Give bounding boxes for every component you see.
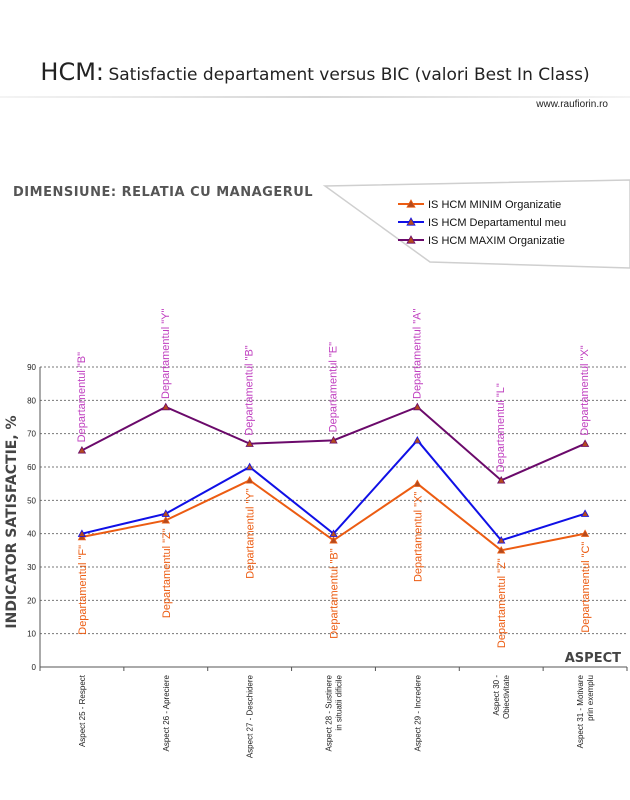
min-department-label: Departamentul "F" <box>77 545 89 635</box>
legend-label: IS HCM MAXIM Organizatie <box>428 235 565 247</box>
data-point <box>580 529 590 537</box>
min-department-label: Departamentul "C" <box>580 542 592 633</box>
legend-background <box>322 179 630 269</box>
dimension-label: Dimensiune: Relatia cu managerul <box>13 185 314 200</box>
data-point <box>77 529 87 537</box>
max-department-label: Departamentul "L" <box>495 383 507 472</box>
data-point <box>329 536 338 544</box>
data-point <box>245 462 254 471</box>
y-tick-label: 70 <box>27 430 36 439</box>
x-tick-label: Aspect 30 -Obiectivitate <box>492 674 511 719</box>
y-tick-label: 40 <box>27 530 36 539</box>
data-point <box>329 529 338 537</box>
max-department-label: Departamentul "B" <box>244 345 256 435</box>
legend-marker <box>406 217 416 226</box>
x-tick-label: Aspect 31 - Motivareprin exemplu <box>576 674 595 748</box>
dept-label-layer: Departamentul "B" Departamentul "Y" Depart… <box>76 309 592 649</box>
data-point <box>413 479 422 487</box>
y-tick-label: 20 <box>27 596 36 605</box>
y-tick-label: 90 <box>27 363 36 372</box>
min-department-label: Departamentul "B" <box>329 548 341 638</box>
min-department-label: Departamentul "X" <box>412 492 424 582</box>
x-tick-label: Aspect 25 - Respect <box>78 674 87 747</box>
max-department-label: Departamentul "A" <box>411 309 423 399</box>
title-prefix: HCM: <box>40 58 104 86</box>
min-department-label: Departamentul "Z" <box>161 528 173 618</box>
legend-marker <box>406 199 416 208</box>
series-line <box>81 438 586 542</box>
data-point <box>413 402 422 411</box>
data-point <box>580 439 590 447</box>
website-link[interactable]: www.raufiorin.ro <box>536 99 608 110</box>
max-department-label: Departamentul "E" <box>328 342 340 432</box>
y-tick-label: 0 <box>32 663 37 672</box>
data-point <box>580 509 590 517</box>
y-tick-label: 50 <box>27 496 36 505</box>
series-layer <box>77 402 590 554</box>
legend-label: IS HCM MINIM Organizatie <box>428 199 561 211</box>
data-point <box>161 509 170 517</box>
data-point <box>497 476 506 484</box>
max-department-label: Departamentul "B" <box>76 352 88 442</box>
legend: IS HCM MINIM Organizatie IS HCM Departame… <box>398 199 566 247</box>
y-tick-label: 30 <box>27 563 36 572</box>
legend-label: IS HCM Departamentul meu <box>428 217 566 229</box>
title-divider <box>0 96 630 98</box>
data-point <box>77 446 87 454</box>
data-point <box>161 402 170 411</box>
max-department-label: Departamentul "X" <box>579 345 591 435</box>
data-point <box>161 516 170 524</box>
max-department-label: Departamentul "Y" <box>160 309 172 399</box>
min-department-label: Departamentul "Y" <box>245 488 257 578</box>
data-point <box>413 436 422 444</box>
data-point <box>245 439 254 447</box>
x-axis-title: ASPECT <box>565 651 621 666</box>
x-tick-label: Aspect 26 - Apreciere <box>162 674 171 751</box>
data-point <box>245 476 254 484</box>
y-tick-label: 80 <box>27 396 36 405</box>
x-tick-label: Aspect 27 - Deschidere <box>246 674 255 758</box>
x-tick-label: Aspect 29 - Incredere <box>413 674 422 751</box>
data-point <box>497 546 506 554</box>
title-text: Satisfactie departament versus BIC (valo… <box>108 65 590 85</box>
y-tick-label: 10 <box>27 630 36 639</box>
page-title: HCM: Satisfactie departament versus BIC … <box>0 58 630 86</box>
axis-layer: 0 10 20 30 40 50 60 70 80 90 Aspect 25 - Respect As… <box>4 363 628 758</box>
x-tick-label: Aspect 28 - Sustinerein situatii dificil… <box>325 674 344 751</box>
data-point <box>329 436 338 444</box>
y-tick-label: 60 <box>27 463 36 472</box>
y-axis-title: INDICATOR SATISFACTIE, % <box>4 415 20 628</box>
legend-marker <box>406 235 416 244</box>
data-point <box>497 536 506 544</box>
min-department-label: Departamentul "Z" <box>496 558 508 648</box>
